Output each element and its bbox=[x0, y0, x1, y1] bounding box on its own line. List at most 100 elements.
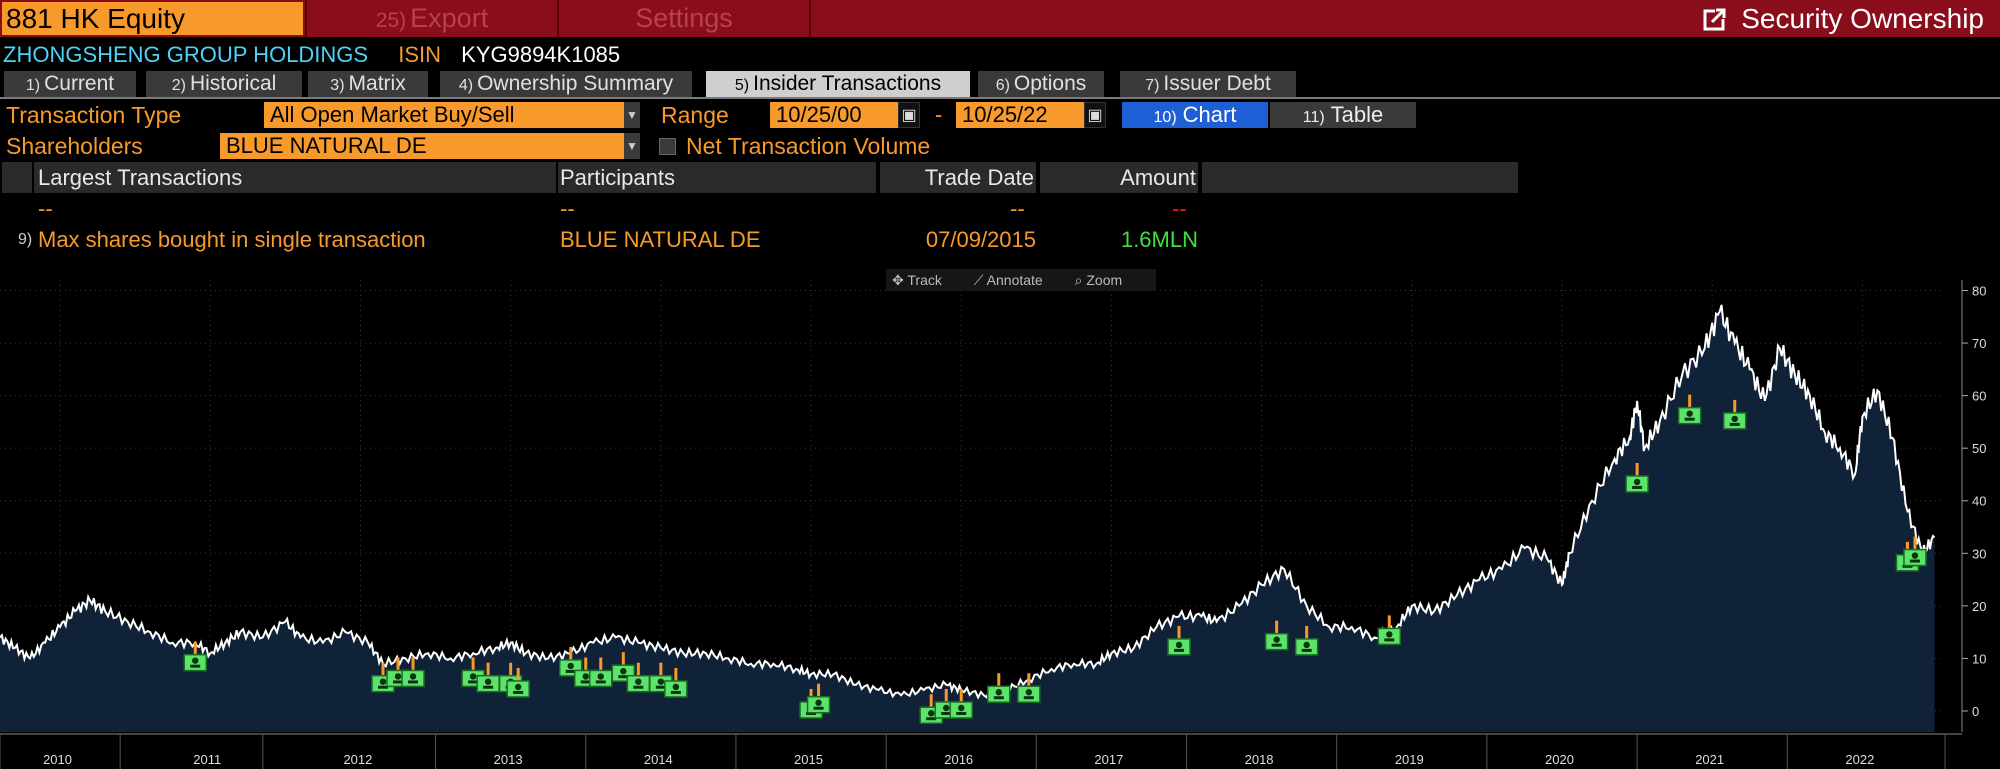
tab-insider-transactions[interactable]: 5) Insider Transactions bbox=[706, 71, 970, 97]
marker-bar bbox=[1301, 648, 1312, 652]
range-start-input[interactable]: 10/25/00 bbox=[770, 102, 898, 128]
tab-options[interactable]: 6) Options bbox=[978, 71, 1104, 97]
range-end-input[interactable]: 10/25/22 bbox=[956, 102, 1084, 128]
security-ownership-title[interactable]: Security Ownership bbox=[1703, 2, 1984, 35]
tab-current[interactable]: 1) Current bbox=[4, 71, 136, 97]
tab-num: 5) bbox=[734, 77, 750, 94]
marker-bar bbox=[956, 711, 967, 715]
marker-bar bbox=[813, 706, 824, 710]
tab-num: 7) bbox=[1145, 77, 1160, 94]
insider-buy-marker[interactable] bbox=[1377, 615, 1402, 646]
dash-cell: -- bbox=[1010, 196, 1025, 221]
table-header-filler bbox=[1202, 162, 1518, 193]
net-volume-checkbox[interactable] bbox=[659, 138, 676, 155]
insider-buy-marker[interactable] bbox=[1017, 673, 1041, 703]
ticker-field[interactable]: 881 HK Equity bbox=[2, 2, 303, 35]
net-volume-label: Net Transaction Volume bbox=[686, 133, 931, 159]
annotate-label: Annotate bbox=[986, 272, 1043, 288]
header-amount[interactable]: Amount bbox=[1040, 162, 1198, 193]
calendar-icon[interactable]: ▣ bbox=[1084, 102, 1106, 128]
top-bar: 881 HK Equity 25) Export Settings Securit… bbox=[0, 0, 2000, 37]
insider-buy-marker[interactable] bbox=[626, 662, 651, 693]
insider-buy-marker[interactable] bbox=[589, 657, 613, 688]
security-line: ZHONGSHENG GROUP HOLDINGS ISIN KYG9894K1… bbox=[3, 41, 620, 69]
marker-bar bbox=[1271, 643, 1282, 647]
marker-dot bbox=[379, 678, 387, 685]
marker-bar bbox=[595, 680, 606, 684]
insider-buy-marker[interactable] bbox=[401, 657, 425, 688]
insider-buy-marker[interactable] bbox=[1264, 620, 1289, 651]
chart-label: Chart bbox=[1182, 102, 1237, 127]
shareholders-select[interactable]: BLUE NATURAL DE bbox=[220, 133, 624, 159]
insider-buy-marker[interactable] bbox=[987, 673, 1011, 703]
settings-button[interactable]: Settings bbox=[559, 2, 809, 35]
marker-dot bbox=[582, 673, 589, 680]
marker-bar bbox=[580, 680, 591, 684]
y-tick-label: 70 bbox=[1972, 336, 1986, 351]
x-tick-label: 2017 bbox=[1094, 752, 1123, 767]
track-tool[interactable]: ✥ Track bbox=[892, 272, 942, 288]
marker-bar bbox=[1729, 422, 1740, 426]
marker-dot bbox=[620, 667, 627, 675]
annotate-tool[interactable]: ⟋ Annotate bbox=[973, 272, 1043, 288]
marker-dot bbox=[1025, 689, 1033, 696]
marker-dot bbox=[409, 673, 417, 680]
chart-button[interactable]: 10) Chart bbox=[1122, 102, 1268, 128]
insider-buy-marker[interactable] bbox=[949, 688, 973, 719]
isin-label: ISIN bbox=[398, 42, 442, 67]
marker-dot bbox=[1386, 631, 1393, 638]
zoom-tool[interactable]: ⌕ Zoom bbox=[1074, 272, 1123, 288]
tab-ownership-summary[interactable]: 4) Ownership Summary bbox=[440, 71, 692, 97]
marker-bar bbox=[670, 690, 681, 694]
x-tick-label: 2011 bbox=[193, 752, 221, 767]
insider-buy-marker[interactable] bbox=[664, 667, 688, 698]
marker-bar bbox=[655, 685, 666, 689]
export-label: Export bbox=[410, 3, 489, 33]
calendar-icon[interactable]: ▣ bbox=[898, 102, 920, 128]
marker-bar bbox=[1684, 417, 1695, 421]
x-tick-label: 2012 bbox=[343, 752, 372, 767]
marker-bar bbox=[190, 664, 201, 668]
insider-buy-marker[interactable] bbox=[1625, 462, 1649, 493]
tab-matrix[interactable]: 3) Matrix bbox=[308, 71, 428, 97]
row-trade-date: 07/09/2015 bbox=[925, 227, 1036, 252]
insider-buy-marker[interactable] bbox=[1722, 399, 1747, 430]
y-tick-label: 30 bbox=[1972, 546, 1986, 561]
marker-dot bbox=[514, 683, 522, 691]
marker-bar bbox=[565, 669, 576, 673]
y-tick-label: 60 bbox=[1972, 389, 1986, 404]
header-largest-transactions[interactable]: Largest Transactions bbox=[34, 162, 556, 193]
marker-bar bbox=[1174, 648, 1185, 652]
dropdown-arrow-icon[interactable]: ▼ bbox=[624, 102, 640, 128]
marker-dot bbox=[657, 678, 665, 685]
insider-buy-marker[interactable] bbox=[506, 667, 530, 698]
insider-buy-marker[interactable] bbox=[806, 683, 831, 714]
insider-buy-marker[interactable] bbox=[1294, 625, 1319, 656]
dash-cell: -- bbox=[1172, 196, 1187, 221]
row-number: 9) bbox=[18, 231, 33, 248]
insider-buy-marker[interactable] bbox=[1167, 625, 1191, 656]
insider-markers[interactable] bbox=[183, 394, 1927, 724]
divider bbox=[809, 0, 811, 37]
table-button[interactable]: 11) Table bbox=[1270, 102, 1416, 128]
dash-cell: -- bbox=[38, 196, 53, 221]
header-trade-date[interactable]: Trade Date bbox=[880, 162, 1036, 193]
marker-bar bbox=[377, 685, 388, 689]
insider-buy-marker[interactable] bbox=[183, 641, 208, 672]
export-button[interactable]: 25) Export bbox=[307, 2, 557, 35]
insider-buy-marker[interactable] bbox=[1677, 394, 1702, 425]
tab-historical[interactable]: 2) Historical bbox=[146, 71, 302, 97]
x-tick-label: 2021 bbox=[1695, 752, 1724, 767]
marker-dot bbox=[1303, 641, 1310, 649]
y-axis: 0 10 20 30 40 50 60 70 80 bbox=[1961, 280, 1986, 732]
zoom-label: Zoom bbox=[1086, 272, 1123, 288]
tab-issuer-debt[interactable]: 7) Issuer Debt bbox=[1120, 71, 1296, 97]
header-participants[interactable]: Participants bbox=[558, 162, 876, 193]
settings-label: Settings bbox=[635, 3, 733, 33]
dropdown-arrow-icon[interactable]: ▼ bbox=[624, 133, 640, 159]
chart-num: 10) bbox=[1153, 109, 1177, 126]
insider-buy-marker[interactable] bbox=[1903, 536, 1927, 567]
transaction-type-select[interactable]: All Open Market Buy/Sell bbox=[264, 102, 624, 128]
track-label: Track bbox=[907, 272, 942, 288]
